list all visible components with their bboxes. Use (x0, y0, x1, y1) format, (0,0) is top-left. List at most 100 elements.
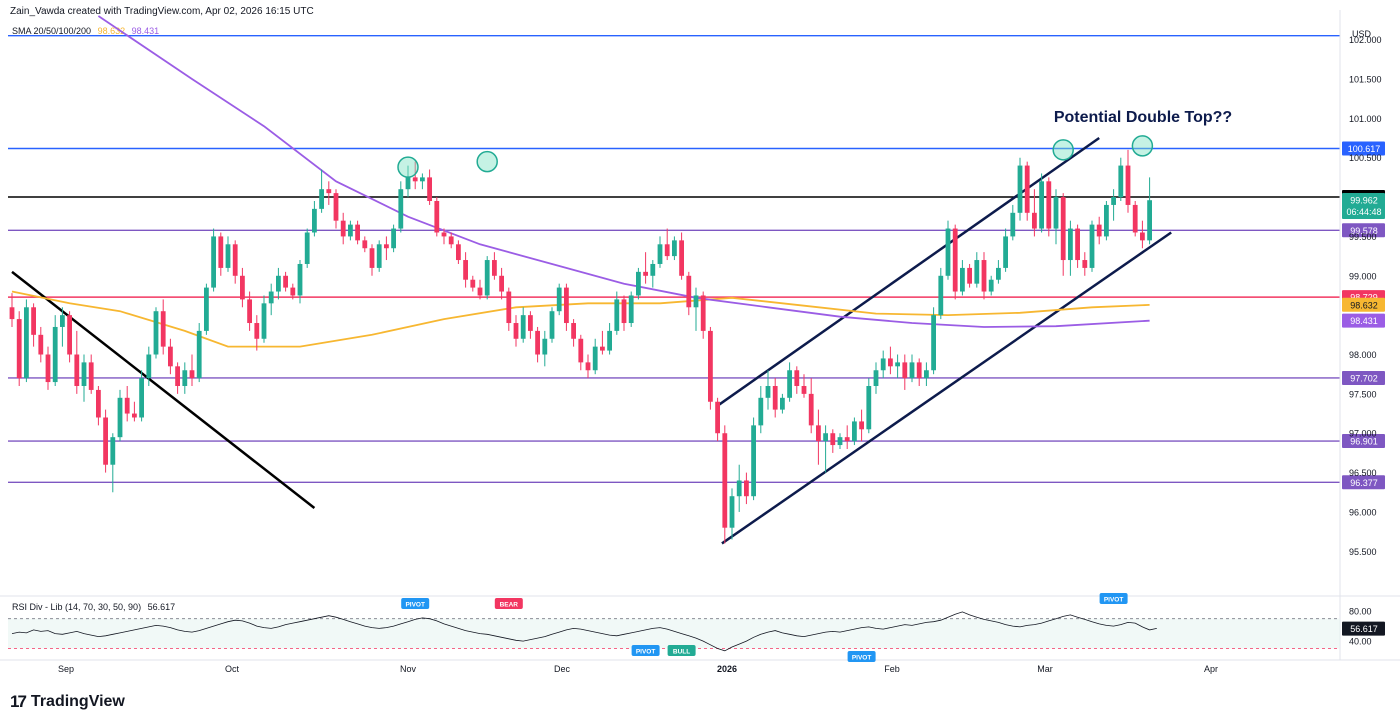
currency-label: USD (1352, 29, 1372, 39)
rsi-marker-label: PIVOT (852, 655, 872, 662)
candle-body (578, 338, 584, 363)
candle-body (996, 267, 1001, 280)
candle-body (1082, 260, 1088, 268)
candle-body (1032, 212, 1037, 229)
candle-body (556, 287, 562, 312)
price-tick: 100.500 (1349, 153, 1382, 163)
brand-name: TradingView (30, 693, 125, 710)
candle-body (772, 386, 778, 410)
price-tick: 99.500 (1349, 232, 1377, 242)
candle-body (477, 287, 483, 296)
candle-body (844, 437, 850, 442)
candle-body (441, 232, 447, 237)
candle-body (405, 177, 411, 190)
candle-body (1132, 204, 1138, 233)
candle-body (614, 299, 620, 331)
candle-body (1010, 212, 1016, 237)
price-tick: 96.500 (1349, 468, 1377, 478)
candle-body (247, 299, 252, 324)
rsi-value-tag-label: 56.617 (1350, 624, 1378, 634)
rsi-marker-label: BEAR (500, 602, 519, 609)
sma-value-1: 98.632 (97, 26, 126, 36)
time-tick: Feb (884, 664, 900, 674)
horizontal-levels (8, 34, 1340, 483)
candle-body (722, 433, 728, 528)
candle-body (715, 401, 720, 434)
candle-body (204, 287, 209, 331)
candle-body (1068, 228, 1073, 261)
rsi-marker-label: PIVOT (405, 602, 425, 609)
candle-body (837, 437, 843, 446)
candle-body (1024, 165, 1030, 213)
candle-body (38, 334, 44, 355)
candle-body (816, 425, 821, 442)
price-tick: 97.000 (1349, 429, 1377, 439)
sma-200-line (97, 15, 1150, 328)
candle-body (780, 397, 785, 410)
candle-body (492, 260, 497, 276)
price-tick: 96.000 (1349, 507, 1377, 517)
candle-body (866, 386, 872, 430)
candle-body (628, 295, 634, 324)
level-tag (1342, 434, 1385, 449)
candle-body (988, 279, 994, 292)
candle-body (319, 189, 324, 209)
rsi-marker-label: PIVOT (636, 649, 656, 656)
candle-body (564, 287, 569, 324)
candle-body (117, 397, 123, 438)
highlight-circle (1131, 135, 1154, 157)
price-tick: 97.500 (1349, 389, 1377, 399)
candle-body (708, 330, 713, 402)
candle-body (600, 346, 605, 351)
candle-body (268, 291, 274, 304)
candle-body (261, 303, 267, 339)
tradingview-logo[interactable]: 17 TradingView (10, 692, 125, 712)
double-top-markers (397, 135, 1154, 178)
candle-body (52, 326, 58, 383)
candle-body (1111, 197, 1116, 205)
candle-body (679, 240, 684, 276)
candle-body (427, 177, 432, 201)
candle-body (110, 437, 116, 465)
candle-body (348, 224, 353, 237)
sma-tag-label: 98.431 (1350, 316, 1378, 326)
candle-body (585, 362, 591, 371)
candle-body (376, 244, 382, 268)
time-tick: Oct (225, 664, 240, 674)
candle-body (1125, 165, 1131, 205)
candle-body (880, 358, 886, 371)
price-tick: 101.500 (1349, 74, 1382, 84)
sma-label: SMA 20/50/100/200 (12, 26, 92, 36)
candle-body (1104, 204, 1109, 237)
candle-body (808, 393, 814, 426)
candle-body (276, 275, 281, 292)
candle-body (686, 275, 692, 308)
candle-body (240, 275, 245, 300)
candle-body (621, 299, 627, 324)
sma-indicator-legend[interactable]: SMA 20/50/100/200 98.632 98.431 (12, 26, 159, 36)
candle-body (290, 287, 296, 296)
rsi-marker (667, 645, 696, 656)
time-tick: Apr (1204, 664, 1218, 674)
price-tick: 101.000 (1349, 114, 1382, 124)
candle-body (189, 370, 195, 379)
candle-body (765, 386, 771, 398)
candle-body (801, 386, 807, 394)
highlight-circle (476, 150, 498, 173)
candle-body (88, 362, 94, 390)
candle-body (160, 311, 166, 347)
candle-body (225, 244, 231, 268)
candle-body (1096, 224, 1102, 237)
candle-body (1140, 232, 1145, 241)
candle-body (1075, 228, 1080, 261)
sma-value-2: 98.431 (131, 26, 160, 36)
candle-body (232, 244, 238, 276)
candle-body (1003, 236, 1008, 268)
price-tick: 99.000 (1349, 271, 1377, 281)
rsi-indicator-legend[interactable]: RSI Div - Lib (14, 70, 30, 50, 90) 56.61… (12, 602, 175, 612)
candle-body (902, 362, 908, 379)
candle-body (67, 315, 72, 355)
level-tag-label: 97.702 (1350, 373, 1378, 383)
candle-body (31, 307, 36, 335)
